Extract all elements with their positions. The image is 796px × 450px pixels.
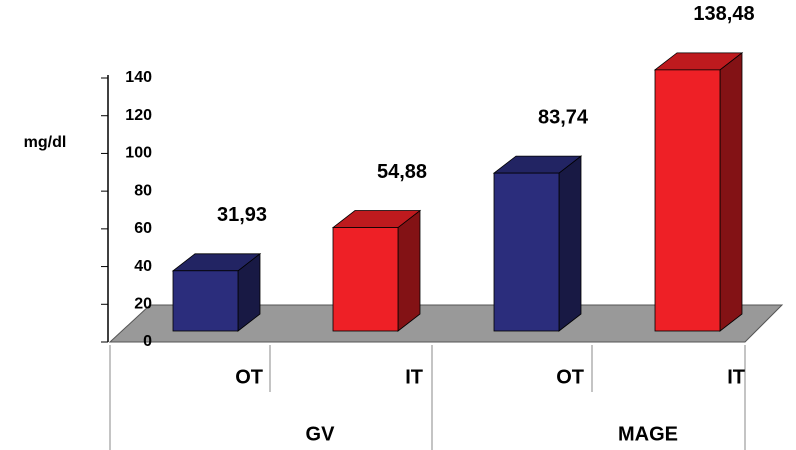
x-tick-label: IT [727, 366, 745, 388]
bar-side [397, 209, 421, 332]
y-tick-label: 20 [134, 296, 152, 313]
bar [493, 172, 560, 332]
bar-side [719, 52, 743, 332]
value-label: 54,88 [377, 161, 427, 183]
y-tick-label: 140 [125, 69, 152, 86]
bar [172, 270, 239, 332]
value-label: 138,48 [693, 3, 754, 25]
y-tick-label: 60 [134, 220, 152, 237]
x-tick-label: OT [556, 366, 584, 388]
bar [332, 227, 399, 332]
floor [108, 304, 784, 343]
y-tick-label: 0 [143, 333, 152, 350]
bar [654, 69, 721, 332]
value-label: 31,93 [217, 204, 267, 226]
value-label: 83,74 [538, 106, 589, 128]
bar-side [558, 155, 582, 332]
y-tick-label: 80 [134, 182, 152, 199]
group-label: GV [306, 423, 336, 445]
y-tick-label: 120 [125, 107, 152, 124]
y-tick-label: 40 [134, 258, 152, 275]
y-tick-label: 100 [125, 145, 152, 162]
y-axis-label: mg/dl [24, 134, 67, 151]
x-tick-label: IT [405, 366, 423, 388]
group-label: MAGE [618, 423, 678, 445]
x-tick-label: OT [235, 366, 263, 388]
